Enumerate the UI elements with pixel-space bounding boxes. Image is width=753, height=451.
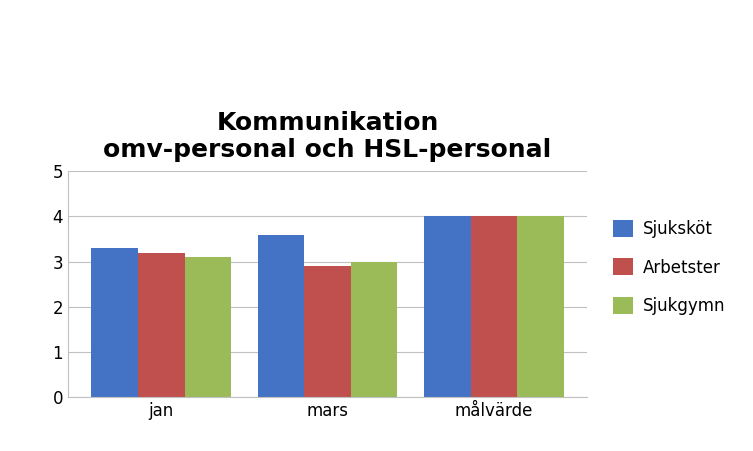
Bar <box>304 266 351 397</box>
Bar <box>351 262 398 397</box>
Bar <box>517 216 564 397</box>
Legend: Sjuksköt, Arbetster, Sjukgymn: Sjuksköt, Arbetster, Sjukgymn <box>606 213 732 322</box>
Bar <box>424 216 471 397</box>
Bar <box>184 257 231 397</box>
Bar <box>91 248 138 397</box>
Bar <box>258 235 304 397</box>
Bar <box>138 253 184 397</box>
Title: Kommunikation
omv-personal och HSL-personal: Kommunikation omv-personal och HSL-perso… <box>103 110 552 162</box>
Bar <box>471 216 517 397</box>
